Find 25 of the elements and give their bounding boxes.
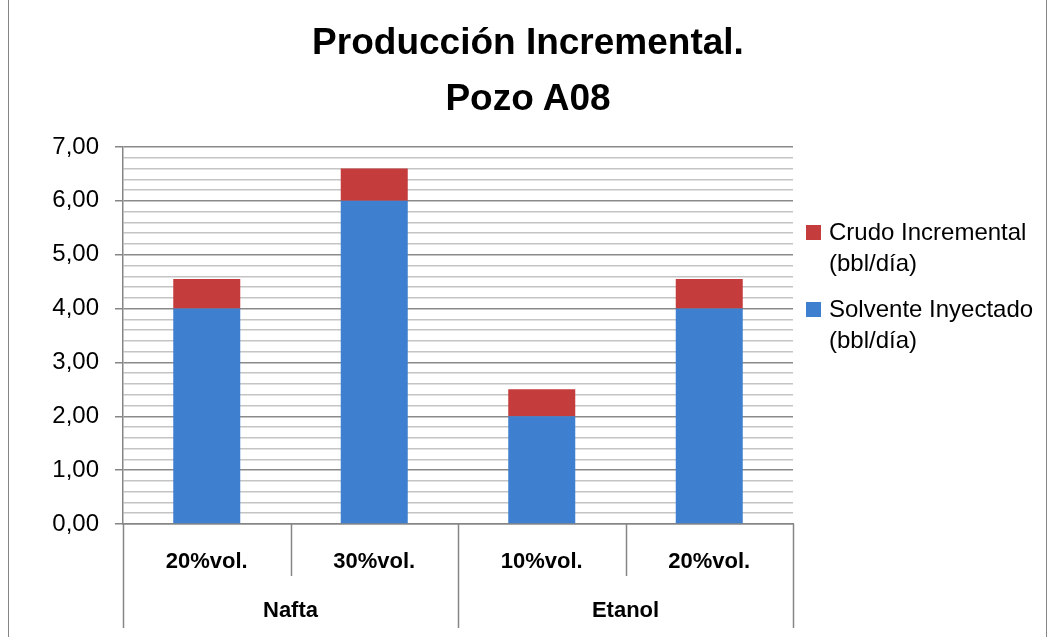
x-tick-label: 10%vol. [500, 548, 583, 574]
legend-label: Crudo Incremental (bbl/día) [829, 217, 1028, 278]
y-tick-label: 5,00 [52, 239, 99, 267]
bar [675, 308, 743, 524]
y-tick-label: 4,00 [52, 293, 99, 321]
bar [173, 278, 241, 309]
bar [508, 389, 576, 417]
bar [173, 308, 241, 524]
bar [340, 200, 408, 524]
y-tick-label: 0,00 [52, 508, 99, 536]
y-tick-label: 1,00 [52, 454, 99, 482]
chart-title: Producción Incremental. Pozo A08 [311, 20, 745, 120]
y-tick-label: 3,00 [52, 347, 99, 375]
y-tick-label: 6,00 [52, 185, 99, 213]
bar [508, 416, 576, 524]
text: Etanol [591, 597, 660, 623]
x-tick-label: 20%vol. [165, 548, 248, 574]
x-tick-label: 30%vol. [333, 548, 416, 574]
text: Nafta [262, 597, 319, 623]
bar [675, 278, 743, 309]
x-tick-label: 20%vol. [668, 548, 751, 574]
y-tick-label: 2,00 [52, 400, 99, 428]
legend-label: Solvente Inyectado (bbl/día) [829, 294, 1035, 355]
y-tick-label: 7,00 [52, 131, 99, 159]
bar [340, 168, 408, 201]
